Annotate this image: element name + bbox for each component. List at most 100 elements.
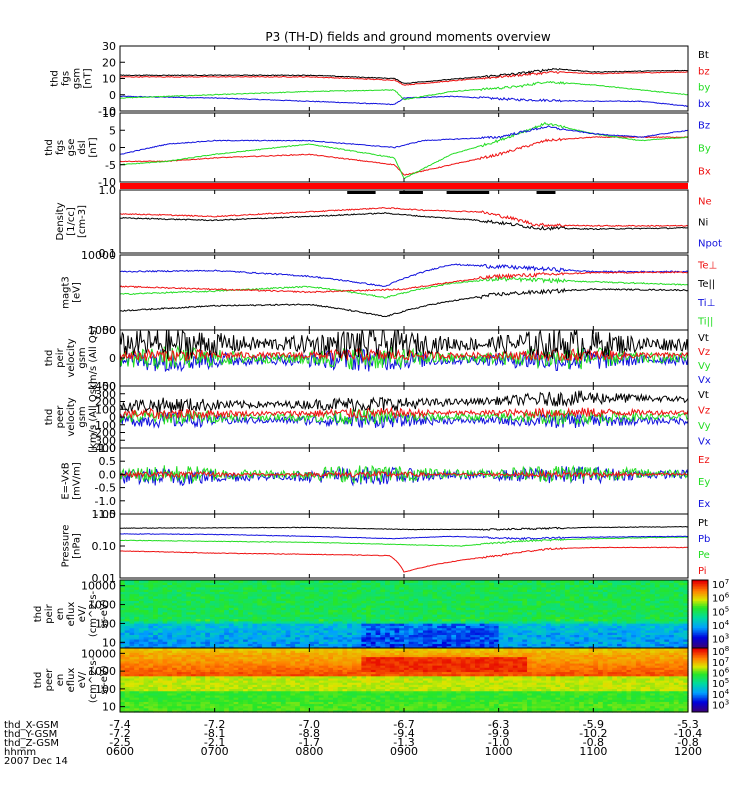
panel-6-legend-2: Vy	[698, 361, 711, 372]
panel-4-ylabel-line: Density	[55, 202, 66, 240]
ephem-value: 1100	[579, 745, 607, 758]
chart-title: P3 (TH-D) fields and ground moments over…	[265, 30, 550, 44]
panel-9-series-Pt	[120, 527, 688, 531]
panel-5-series-Ti||	[120, 277, 688, 298]
panel-5-legend-3: Ti||	[697, 317, 713, 328]
panel-7-legend-0: Vt	[698, 390, 709, 401]
panel-2-legend-1: By	[698, 144, 711, 155]
panel-7-legend-1: Vz	[698, 405, 710, 416]
panel-7-ylabel-line: [km/s (All Qs)]	[88, 381, 99, 453]
panel-2-ylabel-line: dsl	[77, 140, 88, 154]
panel-2-frame	[120, 113, 688, 182]
panel-11-ylabel-line: (cm^2-s-	[88, 656, 99, 703]
panel-2-legend-2: Bx	[698, 167, 711, 178]
panel-10-spectrogram	[120, 580, 689, 649]
panel-7-ylabel-line: peer	[55, 405, 66, 429]
panel-6-ylabel-line: thd	[44, 350, 55, 367]
panel-1-ylabel-line: gsm	[72, 68, 83, 89]
panel-4-ylabel: Density[1/cc][cm-3]	[55, 202, 88, 240]
panel-2-ytick-label: 5	[109, 124, 116, 137]
panel-6-ylabel-line: gsm	[77, 347, 88, 368]
panel-1-ytick-label: 0	[109, 89, 116, 102]
panel-8-ytick-label: 0.0	[99, 468, 117, 481]
panel-2-series-Bz	[120, 126, 688, 154]
panel-10-ylabel-line: peir	[44, 603, 55, 623]
panel-10-ylabel-line: thd	[33, 606, 44, 623]
panel-1-legend-3: bx	[698, 99, 710, 110]
panel-7-plot	[120, 391, 688, 428]
panel-10-ylabel-line: sr-eV)	[99, 599, 110, 628]
panel-2-ylabel-line: [nT]	[88, 137, 99, 157]
panel-9-ylabel-line: [nPa]	[72, 533, 83, 559]
panel-5-legend-0: Te⊥	[697, 260, 717, 271]
panel-8-plot	[120, 465, 688, 485]
panel-2-ytick-label: -5	[105, 159, 116, 172]
panel-1-series-by	[120, 82, 688, 100]
panel-6-ylabel-line: velocity	[66, 338, 77, 377]
panel-9-ytick-label: 1.00	[92, 508, 117, 521]
panel-1-ytick-label: 20	[102, 56, 116, 69]
panel-8-legend-2: Ex	[698, 499, 710, 510]
panel-8-ylabel-line: [mV/m]	[72, 462, 83, 500]
panel-5-plot	[120, 264, 688, 317]
panel-10-ytick-label: 10000	[81, 580, 116, 593]
ephem-value: 0800	[295, 745, 323, 758]
panel-9-plot	[120, 527, 688, 573]
panel-3-flag-mark	[347, 191, 375, 194]
panel-10-colorbar-tick: 107	[712, 578, 729, 591]
panel-5-legend-2: Ti⊥	[697, 298, 715, 309]
panel-9-ytick-label: 0.10	[92, 540, 117, 553]
ephem-label-4: 2007 Dec 14	[4, 756, 68, 767]
panel-9-ylabel-line: Pressure	[61, 525, 72, 568]
panel-10-colorbar-tick: 104	[712, 619, 730, 632]
panel-8-ytick-label: -1.0	[95, 495, 116, 508]
ephem-value: 0600	[106, 745, 134, 758]
panel-4-legend-1: Ni	[698, 218, 708, 229]
panel-7-series-Vt	[120, 391, 688, 413]
ephem-value: 0700	[201, 745, 229, 758]
panel-8-ylabel: E=-VxB[mV/m]	[61, 462, 83, 500]
panel-8-ytick-label: 0.5	[99, 455, 117, 468]
panel-2-legend-0: Bz	[698, 121, 710, 132]
panel-2-ytick-label: 0	[109, 142, 116, 155]
panel-2-ylabel-line: fgs	[55, 140, 66, 155]
panel-4-legend-2: Npot	[698, 239, 722, 250]
panel-10-colorbar-tick: 106	[712, 592, 730, 605]
panel-1-ylabel-line: fgs	[61, 71, 72, 86]
panel-9-legend-2: Pe	[698, 550, 710, 561]
panel-4-ytick-label: 1.0	[99, 184, 117, 197]
panel-4-frame	[120, 190, 688, 253]
panel-10-ylabel-line: eV/	[77, 605, 88, 622]
panel-3-flag-bar	[120, 183, 688, 189]
panel-1-ylabel-line: thd	[50, 70, 61, 87]
panel-3-flag-mark	[399, 191, 423, 194]
panel-9-series-Pi	[120, 547, 688, 572]
panel-11-spectrogram	[120, 648, 689, 713]
panel-2-series-By	[120, 123, 688, 179]
panel-5-ylabel: magt3[eV]	[61, 276, 83, 309]
panel-7-legend-2: Vy	[698, 421, 711, 432]
panel-3-flag-mark	[537, 191, 556, 194]
panel-7-legend-3: Vx	[698, 436, 711, 447]
panel-4-ylabel-line: [1/cc]	[66, 207, 77, 236]
panel-9-legend-3: Pi	[698, 566, 707, 577]
panel-11-colorbar-tick: 103	[712, 699, 729, 712]
panel-4-series-Ne	[120, 208, 688, 227]
panel-1-ytick-label: 30	[102, 40, 116, 53]
panel-2-ylabel-line: thd	[44, 139, 55, 156]
panel-8-legend-1: Ey	[698, 477, 710, 488]
panel-8-ytick-label: 1.0	[99, 442, 117, 455]
panel-10-colorbar-tick: 103	[712, 632, 729, 645]
panel-9-ylabel: Pressure[nPa]	[61, 525, 83, 568]
panel-4-plot	[120, 208, 688, 230]
panel-9-legend-0: Pt	[698, 518, 708, 529]
panel-5-series-Ti⊥	[120, 264, 688, 286]
panel-1-plot	[120, 69, 688, 107]
panel-1-ylabel-line: [nT]	[83, 68, 94, 88]
panel-5-ylabel-line: [eV]	[72, 282, 83, 303]
panel-10-ylabel-line: eflux	[66, 602, 77, 627]
